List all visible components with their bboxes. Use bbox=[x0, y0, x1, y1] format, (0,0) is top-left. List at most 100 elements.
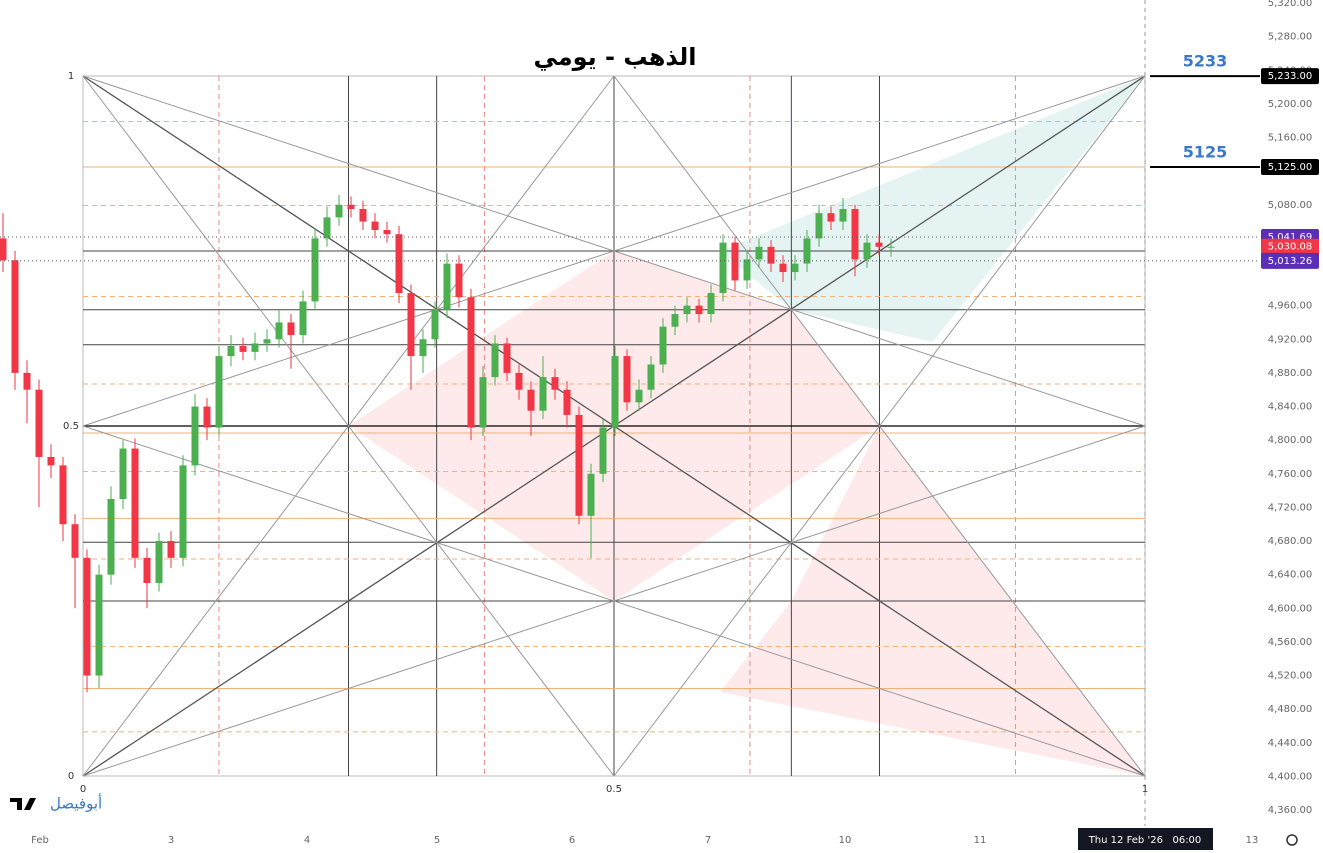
price-tag-label: 5,125.00 bbox=[1268, 162, 1313, 173]
candle-body bbox=[719, 242, 727, 294]
candle-body bbox=[419, 339, 427, 357]
price-tag-label: 5,233.00 bbox=[1268, 71, 1313, 82]
candle-body bbox=[23, 372, 31, 390]
price-tag-label: 5,041.69 bbox=[1268, 232, 1313, 243]
candle-body bbox=[767, 246, 775, 264]
y-tick-label: 4,600.00 bbox=[1268, 603, 1313, 614]
y-tick-label: 4,440.00 bbox=[1268, 738, 1313, 749]
x-tick-label: 5 bbox=[434, 835, 440, 846]
y-tick-label: 4,520.00 bbox=[1268, 671, 1313, 682]
candle-body bbox=[227, 346, 235, 357]
y-tick-label: 4,880.00 bbox=[1268, 368, 1313, 379]
candle-body bbox=[647, 364, 655, 390]
y-tick-label: 4,760.00 bbox=[1268, 469, 1313, 480]
candle-body bbox=[731, 242, 739, 281]
gann-fill bbox=[720, 76, 1145, 342]
candle-body bbox=[887, 246, 895, 248]
y-tick-label: 4,720.00 bbox=[1268, 502, 1313, 513]
x-tick-label: 11 bbox=[974, 835, 987, 846]
candle-body bbox=[371, 221, 379, 230]
candle-body bbox=[71, 524, 79, 558]
y-tick-label: 5,280.00 bbox=[1268, 32, 1313, 43]
y-tick-label: 4,960.00 bbox=[1268, 301, 1313, 312]
price-tag bbox=[1261, 252, 1319, 269]
candle-body bbox=[803, 238, 811, 264]
y-tick-label: 4,840.00 bbox=[1268, 402, 1313, 413]
y-tick-label: 4,360.00 bbox=[1268, 805, 1313, 816]
candle-body bbox=[287, 322, 295, 336]
candle-body bbox=[179, 465, 187, 558]
candle-body bbox=[299, 301, 307, 336]
crosshair-time-box bbox=[1078, 828, 1213, 850]
candle-body bbox=[551, 377, 559, 390]
candle-body bbox=[659, 326, 667, 365]
tv-logo bbox=[10, 798, 36, 810]
candle-body bbox=[503, 343, 511, 373]
candle-body bbox=[671, 314, 679, 327]
y-tick-label: 5,320.00 bbox=[1268, 0, 1313, 9]
candle-body bbox=[431, 309, 439, 340]
candle-body bbox=[215, 356, 223, 428]
candle-body bbox=[359, 208, 367, 222]
candle-body bbox=[47, 456, 55, 466]
price-tag-label: 5,013.26 bbox=[1268, 256, 1313, 267]
y-tick-label: 5,200.00 bbox=[1268, 99, 1313, 110]
candle-body bbox=[59, 465, 67, 525]
candle-body bbox=[323, 217, 331, 239]
gann-label: 1 bbox=[1142, 784, 1148, 795]
candle-body bbox=[755, 246, 763, 260]
level-label: 5233 bbox=[1183, 52, 1228, 71]
candle-body bbox=[527, 389, 535, 411]
candle-body bbox=[119, 448, 127, 499]
price-axis: 5,320.005,280.005,240.005,200.005,160.00… bbox=[0, 0, 1319, 816]
candle-body bbox=[95, 574, 103, 676]
candle-body bbox=[311, 238, 319, 302]
x-tick-label: 3 bbox=[168, 835, 174, 846]
candle-body bbox=[839, 208, 847, 222]
candle-body bbox=[0, 238, 7, 261]
candle-body bbox=[635, 389, 643, 403]
candle-body bbox=[563, 389, 571, 415]
crosshair-time: Thu 12 Feb '26 06:00 bbox=[1088, 835, 1202, 846]
candle-body bbox=[467, 297, 475, 428]
candle-body bbox=[827, 213, 835, 222]
gann-label: 0 bbox=[80, 784, 86, 795]
x-tick-label: 7 bbox=[705, 835, 711, 846]
gann-ray bbox=[613, 75, 1146, 777]
level-label: 5125 bbox=[1183, 142, 1228, 161]
candle-body bbox=[863, 242, 871, 260]
x-tick-label: 13 bbox=[1246, 835, 1259, 846]
candle-body bbox=[575, 414, 583, 516]
candle-body bbox=[143, 557, 151, 584]
y-tick-label: 4,680.00 bbox=[1268, 536, 1313, 547]
watermark: أبوفيصل bbox=[50, 794, 102, 813]
candle-body bbox=[11, 260, 19, 373]
candle-body bbox=[455, 263, 463, 298]
candle-body bbox=[167, 541, 175, 558]
y-tick-label: 4,800.00 bbox=[1268, 435, 1313, 446]
candle-body bbox=[263, 339, 271, 344]
price-tag bbox=[1261, 68, 1319, 85]
x-tick-label: 10 bbox=[839, 835, 852, 846]
candle-body bbox=[383, 229, 391, 235]
candle-body bbox=[131, 448, 139, 558]
candle-body bbox=[779, 263, 787, 273]
candle-body bbox=[191, 406, 199, 466]
gann-label: 0 bbox=[68, 771, 74, 782]
price-tag bbox=[1261, 158, 1319, 175]
settings-icon bbox=[1286, 834, 1298, 846]
gann-ray bbox=[82, 75, 615, 777]
candle-body bbox=[623, 356, 631, 403]
gann-ray bbox=[82, 75, 1146, 427]
candle-body bbox=[539, 377, 547, 411]
candle-body bbox=[791, 263, 799, 273]
y-tick-label: 5,080.00 bbox=[1268, 200, 1313, 211]
candle-body bbox=[275, 322, 283, 340]
candle-body bbox=[335, 204, 343, 218]
candle-body bbox=[407, 293, 415, 357]
y-tick-label: 4,920.00 bbox=[1268, 334, 1313, 345]
price-tag-label: 5,030.08 bbox=[1268, 242, 1313, 253]
candle-body bbox=[515, 372, 523, 390]
candle-body bbox=[491, 343, 499, 378]
